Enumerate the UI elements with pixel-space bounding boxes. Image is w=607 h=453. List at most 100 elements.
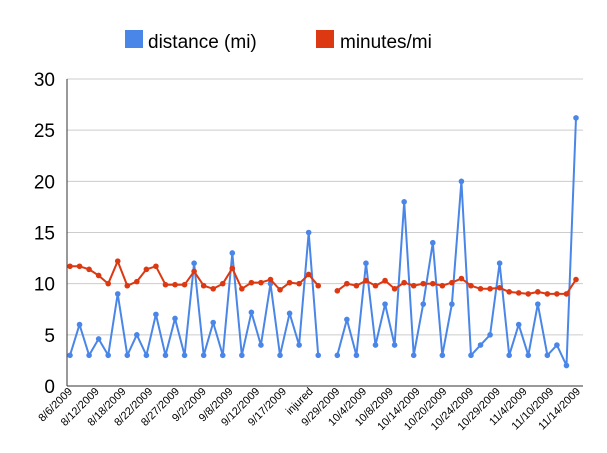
data-point-distance [353, 352, 360, 359]
data-point-distance [449, 301, 455, 307]
data-point-distance [172, 315, 178, 322]
data-point-minutes-per-mile [296, 280, 302, 287]
y-tick-label: 25 [34, 121, 55, 142]
data-point-distance [124, 352, 131, 359]
data-point-minutes-per-mile [496, 284, 503, 291]
data-point-distance [535, 301, 541, 307]
legend-swatch-minutes-per-mile [316, 30, 334, 48]
legend: distance (mi) minutes/mi [125, 30, 432, 53]
data-point-minutes-per-mile [153, 263, 159, 270]
data-point-minutes-per-mile [162, 281, 169, 288]
data-point-minutes-per-mile [95, 272, 102, 279]
data-point-minutes-per-mile [468, 282, 474, 289]
data-point-minutes-per-mile [573, 276, 579, 283]
data-point-minutes-per-mile [210, 285, 217, 292]
data-point-minutes-per-mile [229, 265, 236, 272]
y-tick-label: 20 [34, 172, 55, 193]
data-point-distance [219, 352, 226, 359]
data-point-minutes-per-mile [554, 291, 560, 297]
data-point-distance [114, 291, 121, 297]
data-point-distance [86, 352, 92, 359]
data-point-minutes-per-mile [277, 287, 283, 293]
data-point-distance [363, 260, 369, 267]
data-point-minutes-per-mile [535, 289, 541, 295]
data-point-distance [162, 352, 169, 359]
data-point-minutes-per-mile [239, 285, 245, 292]
data-point-distance [95, 336, 102, 342]
data-point-minutes-per-mile [372, 282, 379, 289]
data-point-minutes-per-mile [286, 279, 293, 286]
data-point-distance [410, 352, 417, 359]
legend-label-distance: distance (mi) [148, 32, 257, 53]
data-point-minutes-per-mile [525, 291, 532, 297]
gridlines [66, 78, 583, 387]
data-point-minutes-per-mile [477, 285, 484, 292]
data-point-distance [401, 199, 407, 205]
data-point-minutes-per-mile [458, 275, 465, 282]
data-point-distance [258, 342, 264, 348]
data-point-distance [544, 352, 551, 359]
data-point-distance [525, 352, 532, 359]
data-point-minutes-per-mile [344, 280, 350, 287]
data-point-distance [573, 115, 579, 121]
data-point-distance [563, 362, 570, 369]
data-point-minutes-per-mile [439, 282, 446, 289]
data-point-minutes-per-mile [382, 277, 388, 284]
data-point-distance [305, 229, 312, 236]
data-point-distance [477, 342, 484, 348]
data-point-distance [277, 352, 283, 359]
data-point-minutes-per-mile [429, 280, 436, 287]
data-point-distance [458, 178, 465, 185]
data-point-minutes-per-mile [191, 268, 197, 275]
data-point-distance [200, 352, 207, 359]
data-point-distance [391, 342, 398, 348]
data-point-distance [496, 260, 503, 267]
y-tick-label: 0 [44, 377, 55, 398]
data-point-minutes-per-mile [200, 282, 207, 289]
data-point-minutes-per-mile [363, 277, 369, 284]
data-point-distance [487, 332, 493, 338]
data-point-minutes-per-mile [391, 285, 398, 292]
data-point-distance [181, 352, 188, 359]
data-point-distance [134, 332, 140, 338]
data-point-minutes-per-mile [353, 282, 360, 289]
data-point-minutes-per-mile [134, 278, 140, 285]
data-point-minutes-per-mile [267, 276, 274, 283]
data-point-minutes-per-mile [305, 271, 312, 278]
data-point-minutes-per-mile [449, 279, 455, 286]
y-tick-label: 30 [34, 70, 55, 91]
legend-label-minutes-per-mile: minutes/mi [340, 32, 432, 53]
data-point-distance [334, 352, 341, 359]
data-point-minutes-per-mile [219, 280, 226, 287]
series-line-distance [69, 117, 577, 367]
data-point-distance [286, 310, 293, 317]
data-point-minutes-per-mile [506, 289, 512, 295]
data-point-minutes-per-mile [248, 279, 255, 286]
data-point-minutes-per-mile [563, 291, 570, 297]
data-point-minutes-per-mile [544, 291, 551, 297]
data-point-minutes-per-mile [487, 285, 493, 292]
data-point-distance [248, 309, 255, 316]
data-point-distance [296, 342, 302, 348]
data-point-minutes-per-mile [86, 266, 92, 273]
data-point-minutes-per-mile [172, 281, 178, 288]
data-point-minutes-per-mile [515, 290, 522, 296]
data-point-distance [143, 352, 150, 359]
x-axis-ticks: 8/6/20098/12/20098/18/20098/22/20098/27/… [36, 386, 583, 433]
data-point-distance [382, 301, 388, 307]
data-point-distance [515, 321, 522, 328]
data-point-minutes-per-mile [401, 279, 407, 286]
data-point-minutes-per-mile [124, 282, 131, 289]
data-point-distance [554, 342, 560, 348]
data-point-distance [468, 352, 474, 359]
data-point-distance [210, 319, 217, 326]
data-point-minutes-per-mile [143, 266, 150, 273]
data-point-minutes-per-mile [315, 282, 322, 289]
data-point-minutes-per-mile [334, 288, 341, 294]
data-point-minutes-per-mile [105, 280, 111, 287]
data-point-minutes-per-mile [67, 263, 73, 270]
data-point-minutes-per-mile [258, 279, 264, 286]
data-point-distance [429, 239, 436, 246]
y-tick-label: 15 [34, 224, 55, 245]
